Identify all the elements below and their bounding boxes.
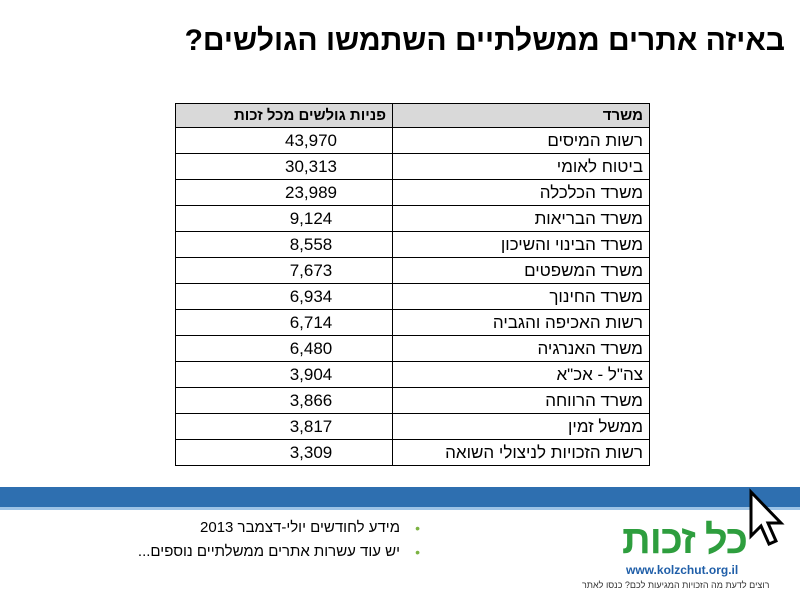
table-row: משרד הבינוי והשיכון 8,558 xyxy=(175,231,650,258)
table-row: ממשל זמין 3,817 xyxy=(175,413,650,440)
count-cell: 3,904 xyxy=(175,361,393,388)
count-cell: 8,558 xyxy=(175,231,393,258)
count-cell: 6,714 xyxy=(175,309,393,336)
table-row: רשות האכיפה והגביה 6,714 xyxy=(175,309,650,336)
ministry-cell: ביטוח לאומי xyxy=(392,153,650,180)
table-row: משרד החינוך 6,934 xyxy=(175,283,650,310)
header-cell: פניות גולשים מכל זכות xyxy=(175,103,393,128)
ministry-cell: צה"ל - אכ"א xyxy=(392,361,650,388)
ministry-cell: משרד הבינוי והשיכון xyxy=(392,231,650,258)
bullet-item: • מידע לחודשים יולי-דצמבר 2013 xyxy=(138,516,420,540)
count-cell: 9,124 xyxy=(175,205,393,232)
header-cell: משרד xyxy=(392,103,650,128)
ministry-cell: משרד המשפטים xyxy=(392,257,650,284)
header-row: משרד פניות גולשים מכל זכות xyxy=(175,103,650,128)
count-cell: 3,817 xyxy=(175,413,393,440)
table: משרד פניות גולשים מכל זכות רשות המיסים 43… xyxy=(175,103,650,466)
logo-url: www.kolzchut.org.il xyxy=(626,563,739,577)
bullet-dot: • xyxy=(415,544,420,560)
count-cell: 6,934 xyxy=(175,283,393,310)
ministry-cell: משרד האנרגיה xyxy=(392,335,650,362)
bullet-list: • מידע לחודשים יולי-דצמבר 2013 • יש עוד עשר… xyxy=(137,516,420,564)
ministry-cell: רשות המיסים xyxy=(392,127,650,154)
table-row: ביטוח לאומי 30,313 xyxy=(175,153,650,180)
table-row: צה"ל - אכ"א 3,904 xyxy=(175,361,650,388)
ministry-cell: רשות האכיפה והגביה xyxy=(392,309,650,336)
count-cell: 3,309 xyxy=(175,439,393,466)
ministry-cell: משרד הכלכלה xyxy=(392,179,650,206)
count-cell: 43,970 xyxy=(175,127,393,154)
ministry-cell: רשות הזכויות לניצולי השואה xyxy=(392,439,650,466)
table-row: משרד הכלכלה 23,989 xyxy=(175,179,650,206)
count-cell: 7,673 xyxy=(175,257,393,284)
slide-title: באיזה אתרים ממשלתיים השתמשו הגולשים? xyxy=(184,24,785,57)
logo-name: כל זכות xyxy=(622,518,748,562)
table-row: משרד הבריאות 9,124 xyxy=(175,205,650,232)
cursor-icon xyxy=(749,488,785,546)
cursor-shape xyxy=(749,488,785,546)
count-cell: 23,989 xyxy=(175,179,393,206)
ministry-cell: משרד הבריאות xyxy=(392,205,650,232)
count-cell: 30,313 xyxy=(175,153,393,180)
bullet-item: • יש עוד עשרות אתרים ממשלתיים נוספים... xyxy=(137,540,420,564)
bullet-text: יש עוד עשרות אתרים ממשלתיים נוספים... xyxy=(137,543,400,560)
table-body: רשות המיסים 43,970 ביטוח לאומי 30,313 משרד ה… xyxy=(175,127,650,466)
bullet-dot: • xyxy=(415,520,420,536)
count-cell: 6,480 xyxy=(175,335,393,362)
footer-band xyxy=(0,487,800,507)
ministry-cell: משרד הרווחה xyxy=(392,387,650,414)
ministry-cell: ממשל זמין xyxy=(392,413,650,440)
table-row: משרד המשפטים 7,673 xyxy=(175,257,650,284)
count-cell: 3,866 xyxy=(175,387,393,414)
footer-band-line xyxy=(0,507,800,510)
ministry-cell: משרד החינוך xyxy=(392,283,650,310)
bullet-text: מידע לחודשים יולי-דצמבר 2013 xyxy=(200,519,400,536)
table-head: משרד פניות גולשים מכל זכות xyxy=(175,103,650,128)
table-row: משרד האנרגיה 6,480 xyxy=(175,335,650,362)
table-row: רשות הזכויות לניצולי השואה 3,309 xyxy=(175,439,650,466)
table-row: רשות המיסים 43,970 xyxy=(175,127,650,154)
logo-tagline: רוצים לדעת מה הזכויות המגיעות לכם? כנסו … xyxy=(582,580,770,590)
table-row: משרד הרווחה 3,866 xyxy=(175,387,650,414)
